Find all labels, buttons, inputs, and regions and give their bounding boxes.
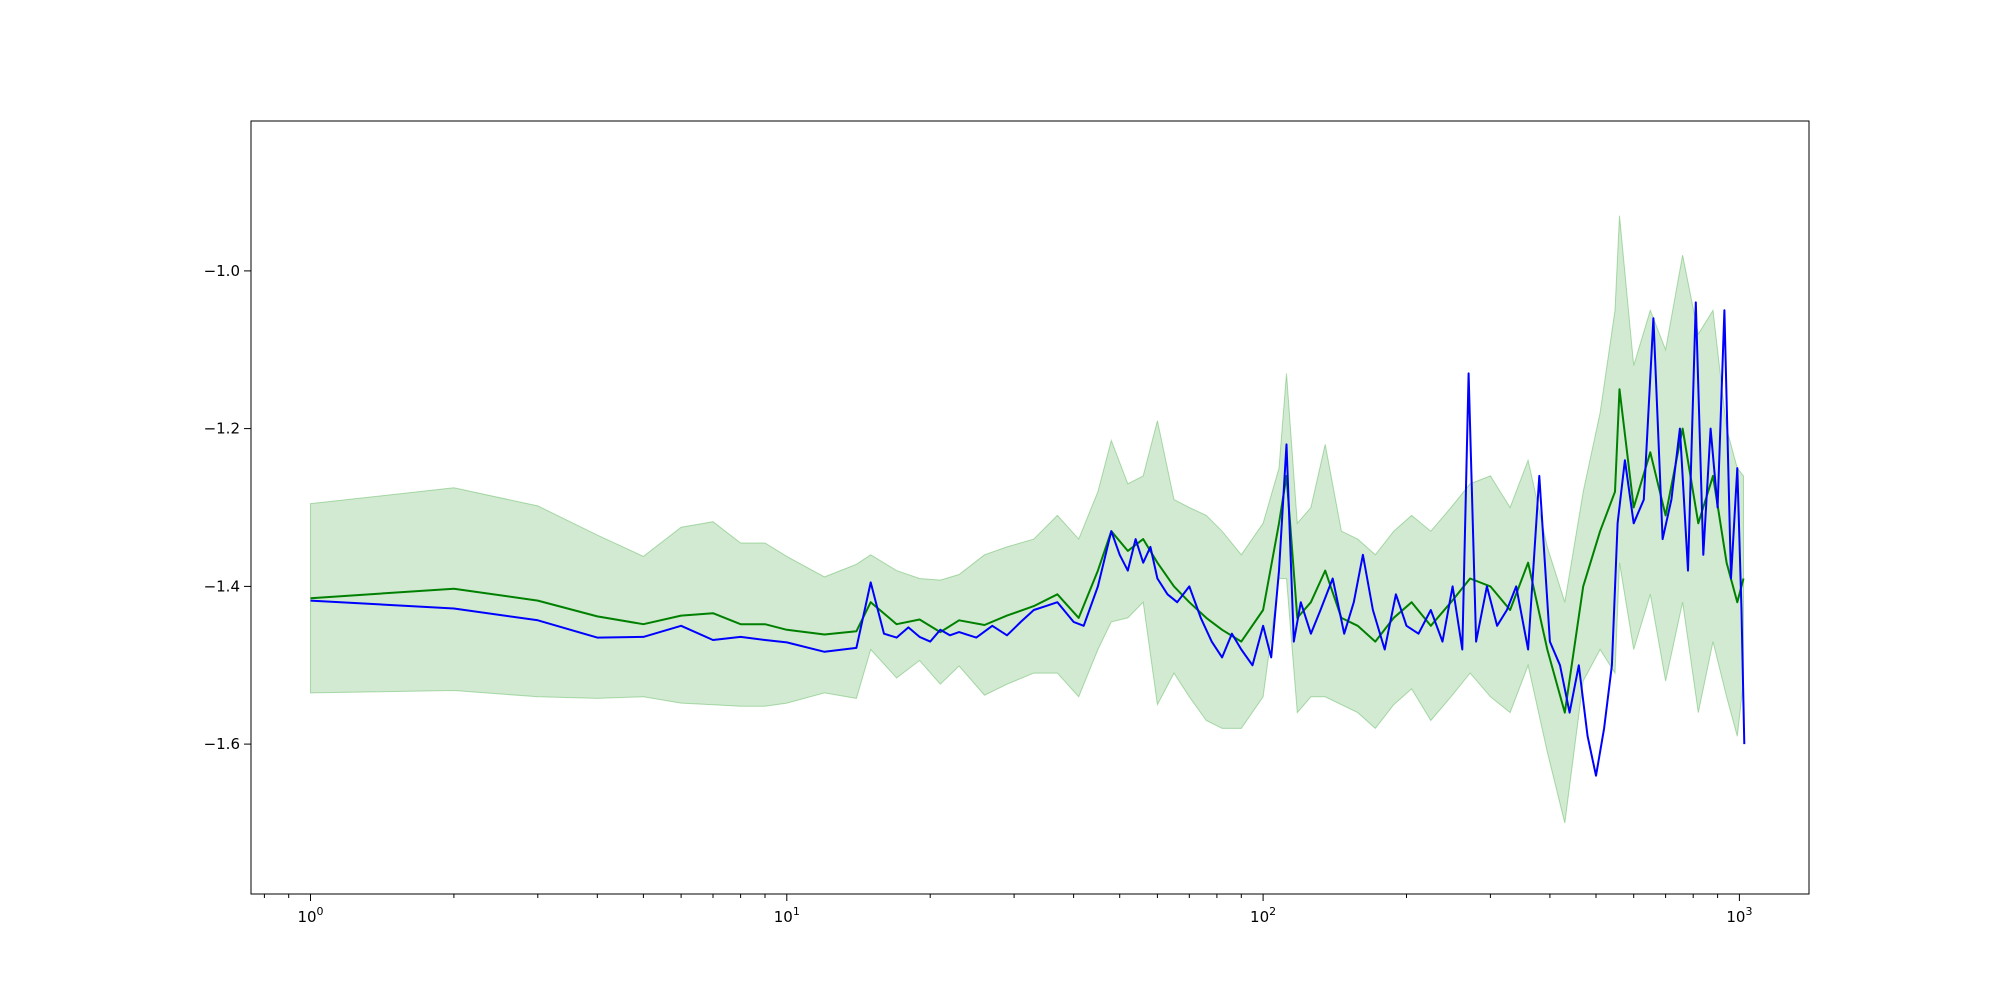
x-tick-label: 102 <box>1250 905 1276 926</box>
y-tick-label: −1.4 <box>204 577 240 595</box>
line-series-2 <box>310 301 1746 777</box>
x-tick-label: 103 <box>1726 905 1752 926</box>
x-axis: 100 101 102 103 <box>263 894 1752 926</box>
y-axis: −1.6 −1.4 −1.2 −1.0 <box>204 262 251 753</box>
y-tick-label: −1.2 <box>204 420 240 438</box>
plot-frame <box>250 120 1810 895</box>
x-tick-label: 100 <box>297 905 323 926</box>
line-series-1 <box>310 388 1745 714</box>
y-tick-label: −1.0 <box>204 262 240 280</box>
y-tick-label: −1.6 <box>204 735 240 753</box>
x-tick-label: 101 <box>774 905 800 926</box>
series-lines <box>310 301 1746 777</box>
